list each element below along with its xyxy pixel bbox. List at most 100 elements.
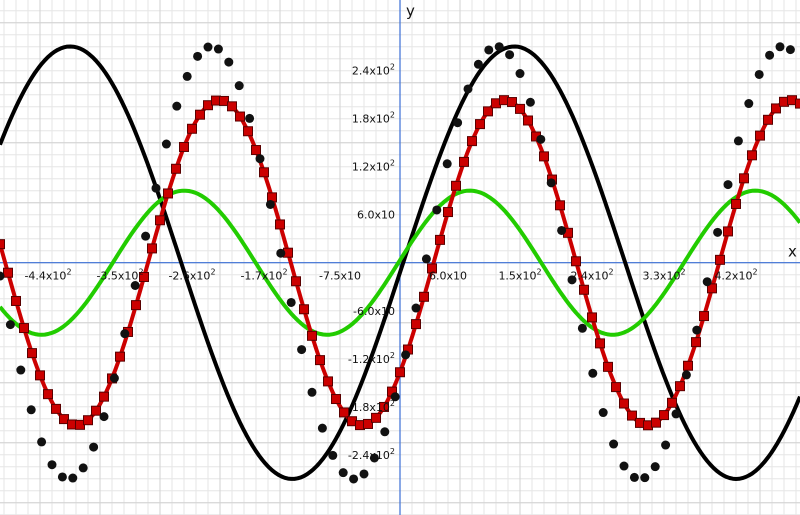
y-tick-label: -1.8x102 bbox=[348, 399, 395, 414]
data-point bbox=[359, 469, 369, 479]
x-tick-label-text: -3.5x10 bbox=[96, 270, 138, 283]
data-point bbox=[19, 323, 29, 334]
data-point bbox=[739, 173, 749, 184]
x-tick-label: -4.4x102 bbox=[24, 268, 71, 283]
data-point bbox=[371, 412, 381, 423]
data-point bbox=[245, 113, 255, 123]
x-tick-label-text: -7.5x10 bbox=[319, 270, 361, 283]
data-point bbox=[78, 463, 88, 473]
x-tick-label-exponent: 2 bbox=[138, 268, 143, 277]
y-tick-label-text: 1.2x10 bbox=[352, 161, 390, 174]
data-point bbox=[68, 473, 78, 483]
data-point bbox=[629, 472, 639, 482]
data-point bbox=[715, 254, 725, 265]
data-point bbox=[35, 370, 45, 381]
x-tick-label-exponent: 2 bbox=[66, 268, 71, 277]
data-point bbox=[235, 111, 245, 122]
data-point bbox=[338, 468, 348, 478]
data-point bbox=[259, 167, 269, 178]
data-point bbox=[57, 472, 67, 482]
data-point bbox=[59, 414, 69, 425]
data-point bbox=[3, 267, 13, 278]
data-point bbox=[43, 389, 53, 400]
data-point bbox=[640, 473, 650, 483]
data-point bbox=[172, 101, 182, 111]
x-tick-label-text: -4.4x10 bbox=[24, 270, 66, 283]
y-tick-label-text: 6.0x10 bbox=[357, 209, 395, 222]
data-point bbox=[130, 280, 140, 290]
data-point bbox=[484, 45, 494, 55]
y-tick-label-text: 2.4x10 bbox=[352, 64, 390, 77]
data-point bbox=[219, 95, 229, 106]
x-tick-label-text: 3.3x10 bbox=[642, 270, 680, 283]
data-point bbox=[265, 199, 275, 209]
data-point bbox=[525, 97, 535, 107]
data-point bbox=[131, 300, 141, 311]
data-point bbox=[692, 325, 702, 335]
data-point bbox=[243, 126, 253, 137]
data-point bbox=[91, 405, 101, 416]
data-point bbox=[763, 114, 773, 125]
data-point bbox=[619, 398, 629, 409]
y-tick-label-text: -2.4x10 bbox=[348, 449, 390, 462]
data-point bbox=[317, 423, 327, 433]
data-point bbox=[297, 345, 307, 355]
y-tick-label-exponent: 2 bbox=[390, 447, 395, 456]
data-point bbox=[546, 178, 556, 188]
y-tick-label: -1.2x102 bbox=[348, 351, 395, 366]
data-point bbox=[195, 109, 205, 120]
data-point bbox=[671, 409, 681, 419]
data-point bbox=[598, 408, 608, 418]
series-2 bbox=[0, 188, 800, 337]
data-point bbox=[619, 461, 629, 471]
data-point bbox=[785, 45, 795, 55]
data-point bbox=[379, 401, 389, 412]
data-point bbox=[579, 284, 589, 295]
data-point bbox=[771, 103, 781, 114]
y-tick-label: 2.4x102 bbox=[352, 62, 395, 77]
data-point bbox=[0, 239, 5, 250]
data-point bbox=[369, 453, 379, 463]
data-point bbox=[494, 42, 504, 52]
series-line bbox=[0, 188, 800, 337]
data-point bbox=[251, 145, 261, 156]
data-point bbox=[141, 231, 151, 241]
data-point bbox=[795, 98, 800, 109]
data-point bbox=[411, 319, 421, 330]
data-point bbox=[419, 291, 429, 302]
data-point bbox=[11, 295, 21, 306]
data-point bbox=[765, 50, 775, 60]
y-tick-label-text: 1.8x10 bbox=[352, 113, 390, 126]
data-point bbox=[702, 277, 712, 287]
data-point bbox=[699, 311, 709, 322]
data-point bbox=[299, 304, 309, 315]
data-point bbox=[523, 115, 533, 126]
x-tick-label: 1.5x102 bbox=[498, 268, 541, 283]
x-tick-label-text: 4.2x10 bbox=[714, 270, 752, 283]
x-tick-label: -7.5x10 bbox=[319, 270, 361, 283]
data-point bbox=[401, 350, 411, 360]
data-point bbox=[179, 141, 189, 152]
y-axis-label: y bbox=[406, 2, 415, 20]
data-point bbox=[275, 219, 285, 230]
data-point bbox=[754, 69, 764, 79]
x-axis-label: x bbox=[788, 243, 797, 261]
y-tick-label: -6.0x10 bbox=[353, 305, 395, 318]
data-point bbox=[683, 360, 693, 371]
data-point bbox=[453, 118, 463, 128]
data-point bbox=[507, 97, 517, 108]
plot-series bbox=[0, 42, 800, 484]
data-point bbox=[459, 156, 469, 167]
data-point bbox=[276, 248, 286, 258]
data-point bbox=[89, 442, 99, 452]
data-point bbox=[744, 99, 754, 109]
data-point bbox=[323, 376, 333, 387]
data-point bbox=[47, 460, 57, 470]
data-point bbox=[650, 462, 660, 472]
data-point bbox=[213, 44, 223, 54]
data-point bbox=[182, 71, 192, 81]
data-point bbox=[37, 437, 47, 447]
x-tick-label-exponent: 2 bbox=[608, 268, 613, 277]
x-tick-label: -1.7x102 bbox=[240, 268, 287, 283]
